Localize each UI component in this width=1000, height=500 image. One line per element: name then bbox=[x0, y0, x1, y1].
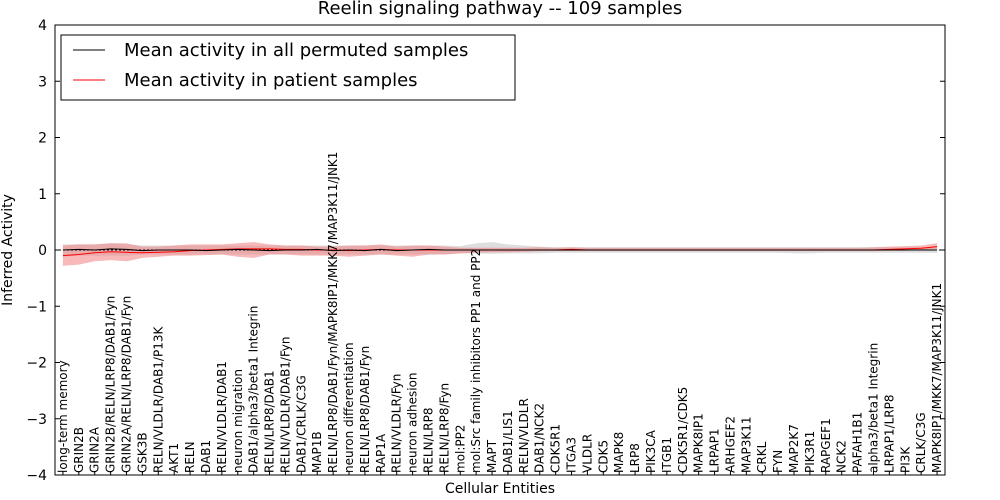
x-category-label: MAP2K7 bbox=[787, 424, 801, 473]
x-category-label: RELN/LRP8/DAB1 bbox=[263, 370, 277, 473]
x-category-label: LRP8 bbox=[628, 443, 642, 473]
x-category-label: CRKL bbox=[755, 441, 769, 473]
x-category-label: MAPK8IP1/MKK7/MAP3K11/JNK1 bbox=[930, 283, 944, 473]
y-axis-label: Inferred Activity bbox=[0, 194, 16, 306]
x-category-label: ITGB1 bbox=[660, 437, 674, 473]
x-category-label: mol:Src family inhibitors PP1 and PP2 bbox=[469, 249, 483, 473]
legend-label-patient: Mean activity in patient samples bbox=[124, 70, 418, 91]
series-lines bbox=[62, 246, 938, 257]
x-category-label: DAB1 bbox=[199, 440, 213, 473]
x-category-label: LRPAP1/LRP8 bbox=[882, 394, 896, 473]
x-category-label: neuron migration bbox=[231, 369, 245, 473]
x-category-label: ARHGEF2 bbox=[723, 416, 737, 473]
line-permuted bbox=[62, 248, 938, 252]
x-category-label: GRIN2B/RELN/LRP8/DAB1/Fyn bbox=[104, 296, 118, 473]
chart-legend: Mean activity in all permuted samples Me… bbox=[60, 34, 516, 101]
chart-title: Reelin signaling pathway -- 109 samples bbox=[318, 0, 682, 19]
x-category-label: long-term memory bbox=[56, 360, 70, 473]
x-category-label: GSK3B bbox=[135, 432, 149, 473]
x-category-label: RELN/LRP8/DAB1/Fyn/MAPK8IP1/MKK7/MAP3K11… bbox=[326, 152, 340, 473]
y-tick-label: −4 bbox=[26, 468, 47, 484]
x-category-label: CDK5R1/CDK5 bbox=[676, 387, 690, 473]
x-category-label: RELN/LRP8 bbox=[422, 407, 436, 473]
x-axis-category-labels: long-term memory GRIN2B GRIN2A GRIN2B/RELN/… bbox=[56, 152, 944, 475]
x-category-label: MAP1B bbox=[310, 431, 324, 473]
x-category-label: MAPT bbox=[485, 439, 499, 473]
y-tick-label: −3 bbox=[26, 412, 47, 428]
legend-label-permuted: Mean activity in all permuted samples bbox=[124, 40, 468, 61]
x-axis-label: Cellular Entities bbox=[445, 481, 555, 497]
y-tick-label: 3 bbox=[38, 74, 47, 90]
x-category-label: RELN/LRP8/Fyn bbox=[437, 383, 451, 473]
x-category-label: CDK5R1 bbox=[549, 424, 563, 473]
x-category-label: RELN bbox=[183, 441, 197, 473]
x-category-label: neuron differentiation bbox=[342, 342, 356, 473]
x-category-label: RELN/VLDLR/DAB1/P13K bbox=[151, 326, 165, 473]
y-tick-label: 1 bbox=[38, 187, 47, 203]
y-tick-label: 0 bbox=[38, 243, 47, 259]
x-category-label: RELN/VLDLR/DAB1/Fyn bbox=[278, 337, 292, 473]
x-category-label: LRPAP1 bbox=[708, 428, 722, 473]
y-axis-ticks: 4 3 2 1 0 −1 −2 −3 −4 bbox=[26, 18, 945, 484]
x-category-label: MAPK8 bbox=[612, 432, 626, 473]
x-category-label: PIK3R1 bbox=[803, 431, 817, 473]
confidence-bands bbox=[62, 242, 938, 266]
x-category-label: VLDLR bbox=[580, 434, 594, 473]
y-tick-label: −2 bbox=[26, 356, 47, 372]
x-category-label: GRIN2B bbox=[72, 427, 86, 473]
x-category-label: PI3K bbox=[898, 446, 912, 473]
y-tick-label: −1 bbox=[26, 299, 47, 315]
x-category-label: DAB1/CRLK/C3G bbox=[294, 375, 308, 473]
x-category-label: alpha3/beta1 Integrin bbox=[867, 343, 881, 473]
x-category-label: DAB1/NCK2 bbox=[533, 403, 547, 473]
x-category-label: MAPK8IP1 bbox=[692, 413, 706, 473]
x-category-label: PIK3CA bbox=[644, 429, 658, 473]
x-category-label: NCK2 bbox=[835, 440, 849, 473]
band-patient bbox=[62, 242, 938, 266]
x-category-label: mol:PP2 bbox=[453, 424, 467, 473]
x-category-label: neuron adhesion bbox=[406, 372, 420, 473]
x-category-label: PAFAH1B1 bbox=[851, 412, 865, 473]
y-tick-label: 4 bbox=[38, 18, 47, 34]
x-category-label: RELN/VLDLR bbox=[517, 398, 531, 473]
x-category-label: RAP1A bbox=[374, 433, 388, 473]
y-tick-label: 2 bbox=[38, 131, 47, 147]
x-category-label: FYN bbox=[771, 450, 785, 473]
x-category-label: ITGA3 bbox=[565, 437, 579, 473]
x-category-label: CRLK/C3G bbox=[914, 412, 928, 473]
x-category-label: RAPGEF1 bbox=[819, 418, 833, 473]
x-category-label: MAP3K11 bbox=[739, 416, 753, 473]
x-category-label: RELN/VLDLR/DAB1 bbox=[215, 361, 229, 473]
x-category-label: RELN/LRP8/DAB1/Fyn bbox=[358, 346, 372, 473]
x-category-label: AKT1 bbox=[167, 443, 181, 473]
x-category-label: RELN/VLDLR/Fyn bbox=[390, 374, 404, 473]
x-category-label: DAB1/LIS1 bbox=[501, 410, 515, 473]
x-category-label: DAB1/alpha3/beta1 Integrin bbox=[247, 306, 261, 473]
x-category-label: GRIN2A bbox=[88, 426, 102, 473]
x-category-label: GRIN2A/RELN/LRP8/DAB1/Fyn bbox=[120, 296, 134, 473]
x-category-label: CDK5 bbox=[596, 440, 610, 473]
legend-box bbox=[60, 34, 516, 101]
